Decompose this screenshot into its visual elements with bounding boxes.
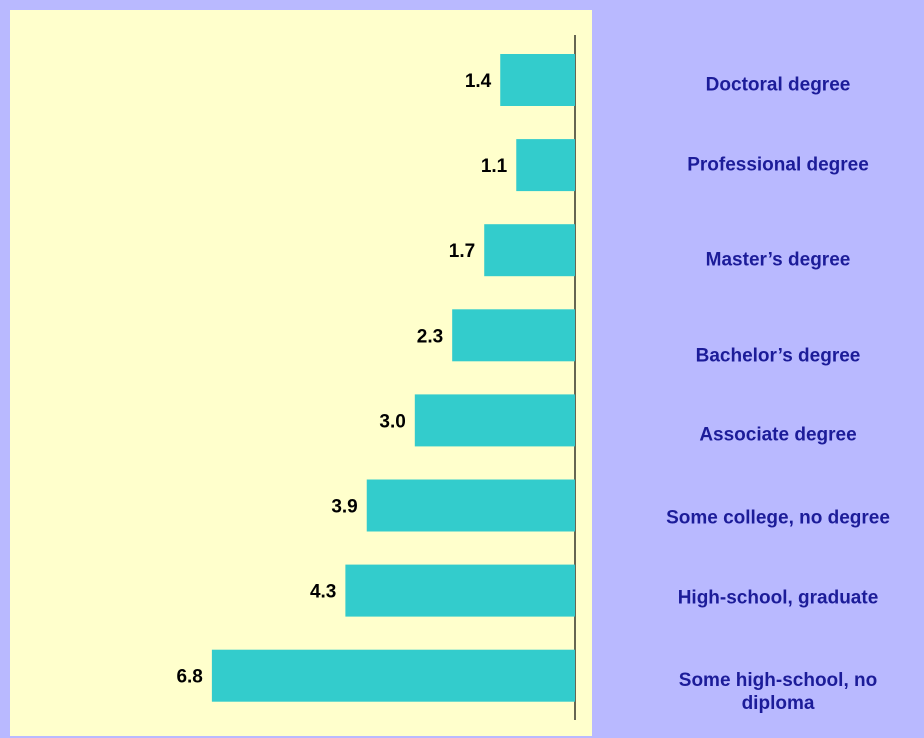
value-label: 1.7 [449,241,475,262]
bar [500,54,575,106]
value-label: 1.4 [465,71,492,92]
value-label: 6.8 [176,667,202,688]
category-label: Associate degree [699,424,857,446]
bar [414,394,575,447]
bar [484,224,575,277]
category-label: High-school, graduate [677,587,879,609]
plot-area [10,10,592,736]
value-label: 3.9 [331,497,357,518]
value-label: 4.3 [310,582,336,603]
category-label: Some high-school, no diploma [678,669,878,714]
bar [516,139,575,192]
category-label: Some college, no degree [666,507,890,528]
bar [452,309,575,362]
bar [366,479,575,532]
category-label: Doctoral degree [705,74,851,96]
value-label: 3.0 [379,411,405,432]
category-label: Bachelor’s degree [695,345,861,367]
category-label: Master’s degree [705,249,851,271]
bar [345,564,575,617]
bar [211,649,575,702]
value-label: 1.1 [481,156,508,177]
value-label: 2.3 [417,326,443,347]
category-label: Professional degree [687,154,869,176]
